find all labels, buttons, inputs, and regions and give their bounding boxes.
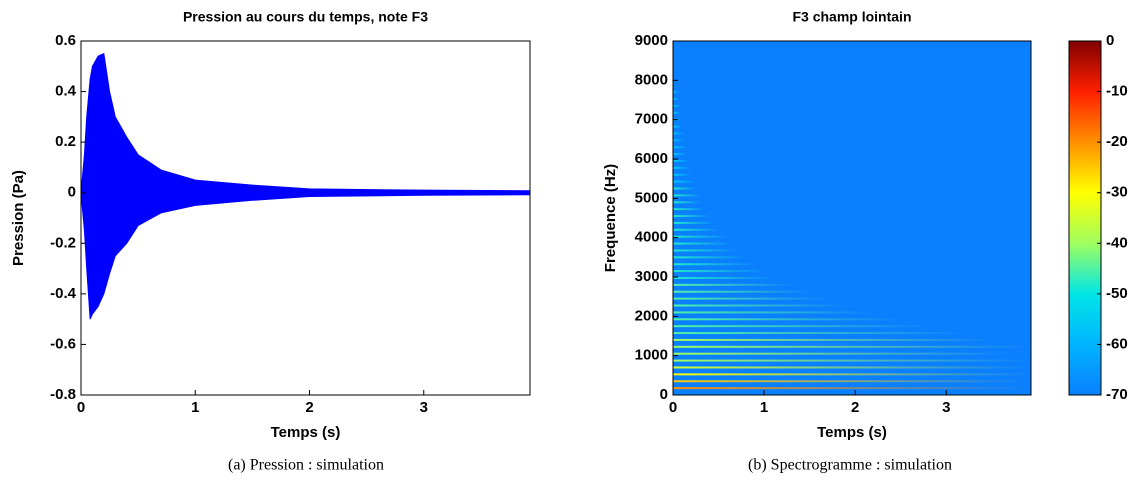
colorbar bbox=[1068, 40, 1102, 396]
harmonic-streak bbox=[673, 380, 1031, 383]
harmonic-streak bbox=[673, 366, 1031, 369]
y-axis-label: Frequence (Hz) bbox=[602, 164, 619, 272]
caption: (a) Pression : simulation bbox=[228, 457, 384, 474]
harmonic-streak bbox=[673, 187, 696, 190]
harmonic-streak bbox=[673, 91, 679, 94]
harmonic-streak bbox=[673, 242, 733, 245]
y-tick-label: -0.2 bbox=[50, 234, 76, 251]
y-tick-label: 1000 bbox=[635, 347, 668, 364]
y-tick-label: 0 bbox=[68, 184, 76, 201]
y-tick-label: 3000 bbox=[635, 268, 668, 285]
colorbar-tick-label: -20 bbox=[1106, 133, 1128, 150]
harmonic-streak bbox=[673, 352, 1011, 355]
harmonic-streak bbox=[673, 276, 774, 279]
harmonic-streak bbox=[673, 318, 901, 321]
harmonic-streak bbox=[673, 125, 683, 128]
y-axis-label: Pression (Pa) bbox=[10, 170, 27, 266]
harmonic-streak bbox=[673, 201, 701, 204]
harmonic-streak bbox=[673, 325, 929, 328]
y-tick-label: 7000 bbox=[635, 111, 668, 128]
harmonic-streak bbox=[673, 146, 687, 149]
harmonic-streak bbox=[673, 235, 728, 238]
y-tick-label: -0.6 bbox=[50, 335, 76, 352]
y-tick-label: 8000 bbox=[635, 71, 668, 88]
harmonic-streak bbox=[673, 256, 746, 259]
y-tick-label: 4000 bbox=[635, 229, 668, 246]
harmonic-streak bbox=[673, 194, 701, 197]
harmonic-streak bbox=[673, 173, 692, 176]
caption: (b) Spectrogramme : simulation bbox=[748, 457, 952, 474]
colorbar-tick-label: -60 bbox=[1106, 335, 1128, 352]
harmonic-streak bbox=[673, 332, 965, 335]
pressure-envelope bbox=[80, 52, 531, 320]
harmonic-streak bbox=[673, 228, 719, 231]
harmonic-streak bbox=[673, 153, 687, 156]
harmonic-streak bbox=[673, 104, 681, 107]
harmonic-streak bbox=[673, 139, 684, 142]
x-tick-label: 0 bbox=[77, 399, 85, 416]
chart-title: Pression au cours du temps, note F3 bbox=[183, 9, 428, 25]
harmonic-streak bbox=[673, 111, 681, 114]
harmonic-streak bbox=[673, 263, 755, 266]
chart-title: F3 champ lointain bbox=[792, 9, 911, 25]
harmonic-streak bbox=[673, 359, 1031, 362]
x-tick-label: 1 bbox=[760, 399, 768, 416]
y-tick-label: 5000 bbox=[635, 189, 668, 206]
x-tick-label: 3 bbox=[942, 399, 950, 416]
harmonic-streak bbox=[673, 345, 1031, 348]
y-tick-label: 0.6 bbox=[55, 32, 76, 49]
colorbar-tick-label: -50 bbox=[1106, 285, 1128, 302]
harmonic-streak bbox=[673, 297, 828, 300]
x-axis-label: Temps (s) bbox=[817, 424, 887, 441]
harmonic-streak bbox=[673, 132, 684, 135]
colorbar-tick-label: -10 bbox=[1106, 83, 1128, 100]
colorbar-tick-label: -40 bbox=[1106, 234, 1128, 251]
harmonic-streak bbox=[673, 221, 714, 224]
axes-frame bbox=[80, 40, 531, 396]
y-tick-label: 6000 bbox=[635, 150, 668, 167]
y-tick-label: -0.4 bbox=[50, 285, 77, 302]
y-tick-label: 2000 bbox=[635, 307, 668, 324]
harmonic-streak bbox=[673, 166, 692, 169]
harmonic-streak bbox=[673, 283, 792, 286]
colorbar-tick-label: -30 bbox=[1106, 184, 1128, 201]
colorbar-tick-label: 0 bbox=[1106, 32, 1114, 49]
harmonic-streak bbox=[673, 159, 690, 162]
x-tick-label: 1 bbox=[191, 399, 199, 416]
y-tick-label: -0.8 bbox=[50, 386, 76, 403]
harmonic-streak bbox=[673, 215, 710, 218]
x-tick-label: 0 bbox=[669, 399, 677, 416]
harmonic-streak bbox=[673, 304, 847, 307]
y-tick-label: 9000 bbox=[635, 32, 668, 49]
x-tick-label: 2 bbox=[305, 399, 313, 416]
harmonic-streak bbox=[673, 290, 810, 293]
axes-frame bbox=[672, 40, 1032, 396]
harmonic-streak bbox=[673, 249, 737, 252]
x-axis-label: Temps (s) bbox=[271, 424, 341, 441]
y-tick-label: 0.2 bbox=[55, 133, 76, 150]
harmonic-streak bbox=[673, 338, 992, 341]
x-tick-label: 2 bbox=[851, 399, 859, 416]
harmonic-streak bbox=[673, 208, 705, 211]
harmonic-streak bbox=[673, 270, 765, 273]
spectrogram-floor bbox=[673, 41, 1031, 395]
y-tick-label: 0 bbox=[660, 386, 668, 403]
x-tick-label: 3 bbox=[420, 399, 428, 416]
y-tick-label: 0.4 bbox=[55, 83, 77, 100]
harmonic-streak bbox=[673, 311, 874, 314]
harmonic-streak bbox=[673, 98, 679, 101]
harmonic-streak bbox=[673, 180, 696, 183]
harmonic-streak bbox=[673, 373, 1031, 376]
colorbar-tick-label: -70 bbox=[1106, 386, 1128, 403]
harmonic-streak bbox=[673, 387, 1031, 390]
